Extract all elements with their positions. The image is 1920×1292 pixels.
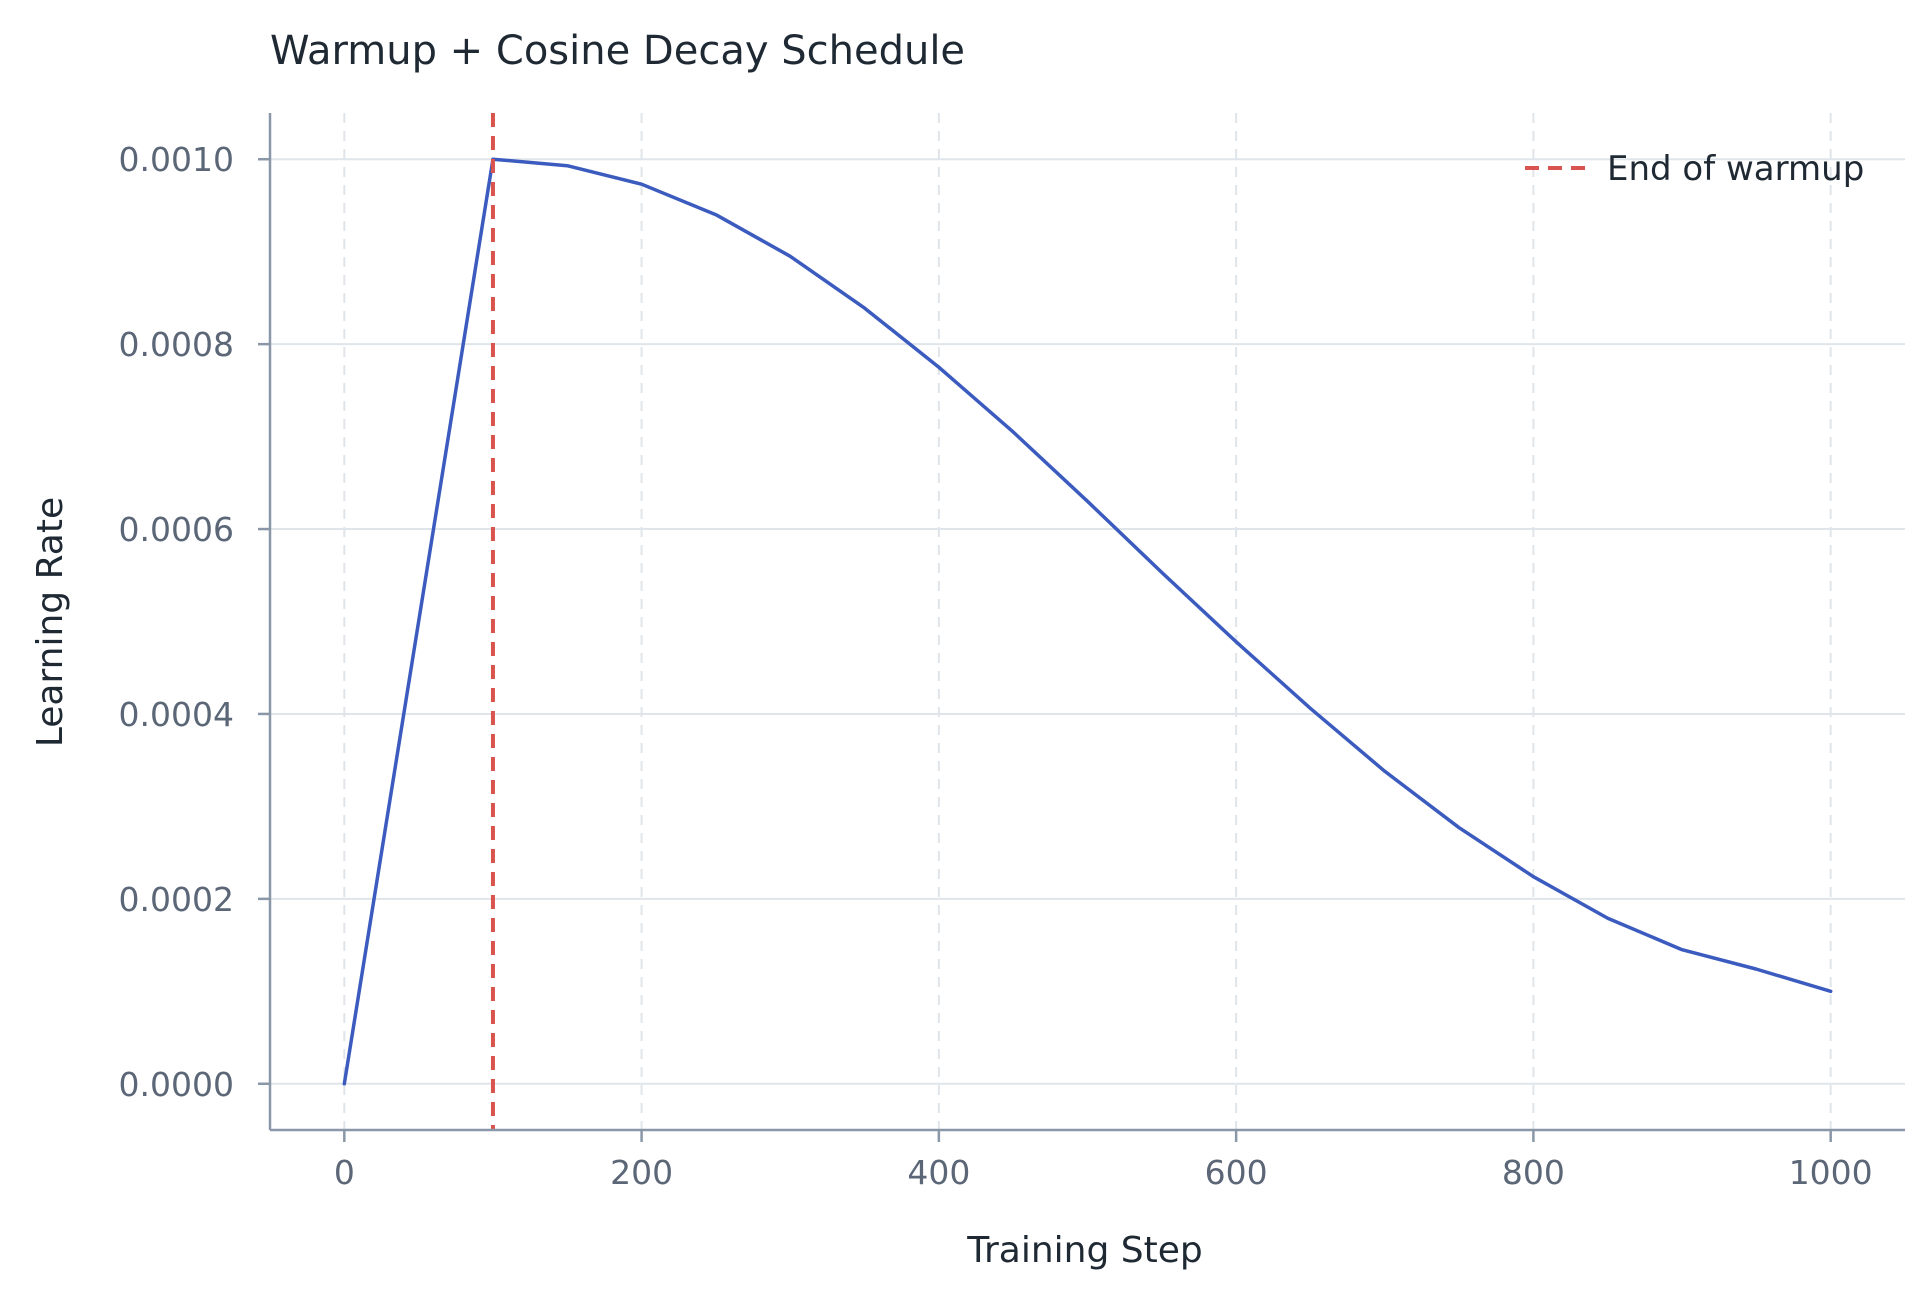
legend-label-end-of-warmup: End of warmup — [1607, 149, 1864, 189]
x-tick-label: 200 — [610, 1153, 673, 1192]
legend: End of warmup — [1525, 149, 1864, 189]
x-axis-label: Training Step — [966, 1230, 1202, 1271]
x-tick-label: 800 — [1502, 1153, 1565, 1192]
y-tick-label: 0.0000 — [119, 1065, 234, 1104]
y-axis-label: Learning Rate — [30, 497, 71, 747]
x-tick-label: 600 — [1205, 1153, 1268, 1192]
chart-title: Warmup + Cosine Decay Schedule — [270, 28, 965, 74]
y-tick-label: 0.0008 — [119, 325, 234, 364]
ticks: 0.0000 0.0002 0.0004 0.0006 0.0008 0.0010 0 200… — [119, 140, 1873, 1192]
grid — [270, 113, 1905, 1130]
series-layer — [342, 113, 1833, 1130]
x-tick-label: 0 — [334, 1153, 355, 1192]
series-line-learning-rate — [342, 157, 1833, 1086]
y-tick-label: 0.0010 — [119, 140, 234, 179]
x-tick-label: 400 — [907, 1153, 970, 1192]
x-tick-label: 1000 — [1789, 1153, 1873, 1192]
axes — [268, 113, 1905, 1132]
y-tick-label: 0.0002 — [119, 880, 234, 919]
y-tick-label: 0.0004 — [119, 695, 234, 734]
y-tick-label: 0.0006 — [119, 510, 234, 549]
